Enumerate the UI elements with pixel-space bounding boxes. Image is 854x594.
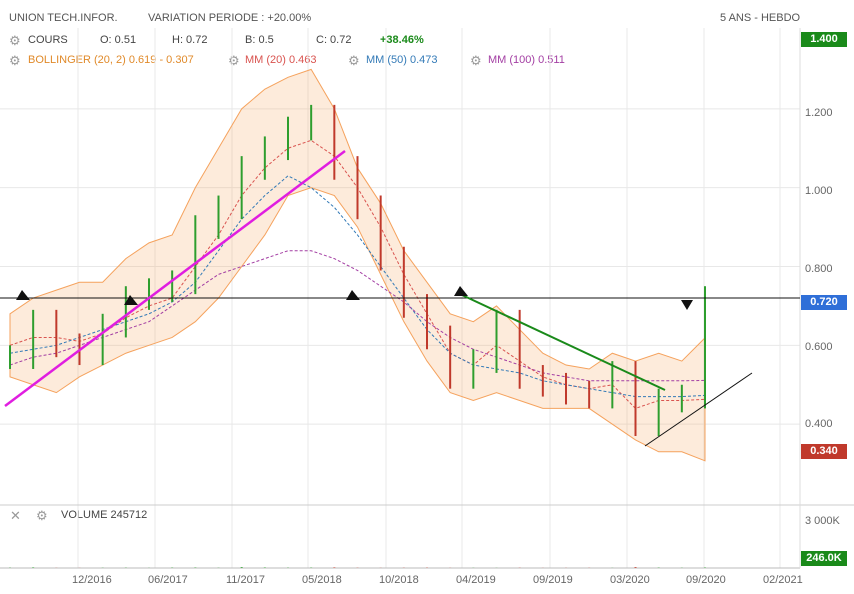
x-tick-label: 09/2019 xyxy=(533,574,573,586)
volume-bars xyxy=(9,567,706,568)
last-price-tag: 0.720 xyxy=(801,295,847,310)
bollinger-label[interactable]: BOLLINGER (20, 2) 0.619 - 0.307 xyxy=(28,54,194,66)
drawings xyxy=(0,150,800,447)
x-tick-label: 09/2020 xyxy=(686,574,726,586)
arrow-marker xyxy=(16,290,30,300)
x-tick-label: 11/2017 xyxy=(226,574,265,586)
x-tick-label: 04/2019 xyxy=(456,574,496,586)
top-price-tag: 1.400 xyxy=(801,32,847,47)
trendline-green xyxy=(461,294,666,391)
y-tick-label: 1.200 xyxy=(805,107,833,119)
close-value: C: 0.72 xyxy=(316,34,352,46)
change-value: +38.46% xyxy=(380,34,424,46)
price-bars xyxy=(9,104,706,436)
volume-label: VOLUME 245712 xyxy=(61,509,148,521)
x-tick-label: 05/2018 xyxy=(302,574,342,586)
volume-last-tag: 246.0K xyxy=(801,551,847,566)
variation-label: VARIATION PERIODE : +20.00% xyxy=(148,12,312,24)
arrow-marker xyxy=(681,300,693,310)
high-value: H: 0.72 xyxy=(172,34,208,46)
gear-icon[interactable]: ⚙ xyxy=(348,53,360,68)
low-value: B: 0.5 xyxy=(245,34,274,46)
trendline-magenta xyxy=(4,150,346,407)
volume-tick-label: 3 000K xyxy=(805,515,840,527)
y-tick-label: 0.600 xyxy=(805,341,833,353)
period-selector[interactable]: 5 ANS - HEBDO xyxy=(720,12,801,24)
gear-icon[interactable]: ⚙ xyxy=(36,508,48,523)
y-tick-label: 0.400 xyxy=(805,418,833,430)
arrow-marker xyxy=(454,286,468,296)
x-tick-label: 12/2016 xyxy=(72,574,112,586)
x-tick-label: 03/2020 xyxy=(610,574,650,586)
indicator-legend: ⚙ BOLLINGER (20, 2) 0.619 - 0.307 ⚙ MM (… xyxy=(0,53,800,70)
mm20-label[interactable]: MM (20) 0.463 xyxy=(245,54,317,66)
mm100-label[interactable]: MM (100) 0.511 xyxy=(488,54,565,66)
arrow-marker xyxy=(124,295,138,305)
volume-legend: ✕ ⚙ VOLUME 245712 xyxy=(0,508,800,525)
instrument-title: UNION TECH.INFOR. xyxy=(9,12,118,24)
bollinger-band xyxy=(9,68,706,462)
x-tick-label: 10/2018 xyxy=(379,574,419,586)
trendline-support xyxy=(644,372,753,447)
gear-icon[interactable]: ⚙ xyxy=(9,53,21,68)
open-value: O: 0.51 xyxy=(100,34,137,46)
close-icon[interactable]: ✕ xyxy=(10,508,21,523)
arrow-marker xyxy=(346,290,360,300)
y-tick-label: 0.800 xyxy=(805,263,833,275)
cours-label: COURS xyxy=(28,34,68,46)
x-tick-label: 02/2021 xyxy=(763,574,803,586)
price-legend: ⚙ COURS O: 0.51 H: 0.72 B: 0.5 C: 0.72 +… xyxy=(0,33,800,50)
grid-lines xyxy=(0,28,854,569)
bollinger-area xyxy=(9,68,706,462)
y-tick-label: 1.000 xyxy=(805,185,833,197)
gear-icon[interactable]: ⚙ xyxy=(9,33,21,48)
gear-icon[interactable]: ⚙ xyxy=(228,53,240,68)
chart-header: UNION TECH.INFOR. VARIATION PERIODE : +2… xyxy=(0,0,854,28)
low-price-tag: 0.340 xyxy=(801,444,847,459)
mm50-label[interactable]: MM (50) 0.473 xyxy=(366,54,438,66)
x-tick-label: 06/2017 xyxy=(148,574,188,586)
gear-icon[interactable]: ⚙ xyxy=(470,53,482,68)
